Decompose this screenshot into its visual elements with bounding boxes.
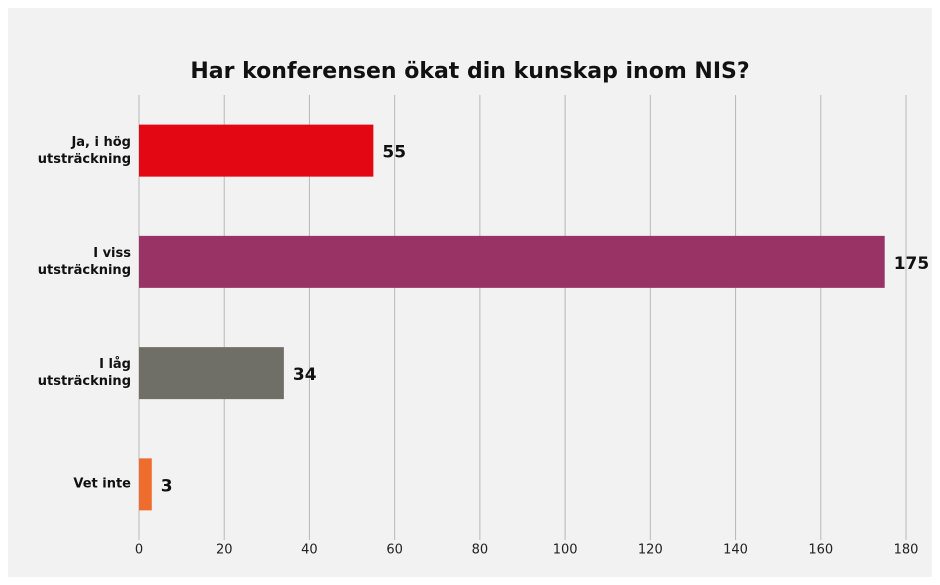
x-tick-label: 180 <box>894 543 919 558</box>
y-tick-label: Vet inte <box>73 476 131 492</box>
x-tick-label: 0 <box>135 543 143 558</box>
chart-title: Har konferensen ökat din kunskap inom NI… <box>190 59 749 84</box>
x-tick-label: 40 <box>301 543 318 558</box>
y-tick-label: I låg utsträckning <box>37 357 131 390</box>
x-tick-label: 20 <box>216 543 233 558</box>
y-tick-label: I viss utsträckning <box>37 245 131 278</box>
bar <box>139 124 374 177</box>
x-tick-label: 160 <box>808 543 833 558</box>
x-tick-label: 140 <box>723 543 748 558</box>
value-label: 34 <box>293 365 317 385</box>
x-tick-label: 60 <box>386 543 403 558</box>
bar <box>139 458 152 511</box>
value-label: 3 <box>161 476 173 496</box>
bar <box>139 347 284 400</box>
x-tick-label: 80 <box>472 543 489 558</box>
bar <box>139 235 885 288</box>
value-label: 175 <box>894 254 930 274</box>
chart-background <box>8 8 932 577</box>
y-tick-label: Ja, i hög utsträckning <box>37 134 131 167</box>
x-tick-label: 120 <box>638 543 663 558</box>
value-label: 55 <box>382 143 406 163</box>
x-tick-label: 100 <box>553 543 578 558</box>
